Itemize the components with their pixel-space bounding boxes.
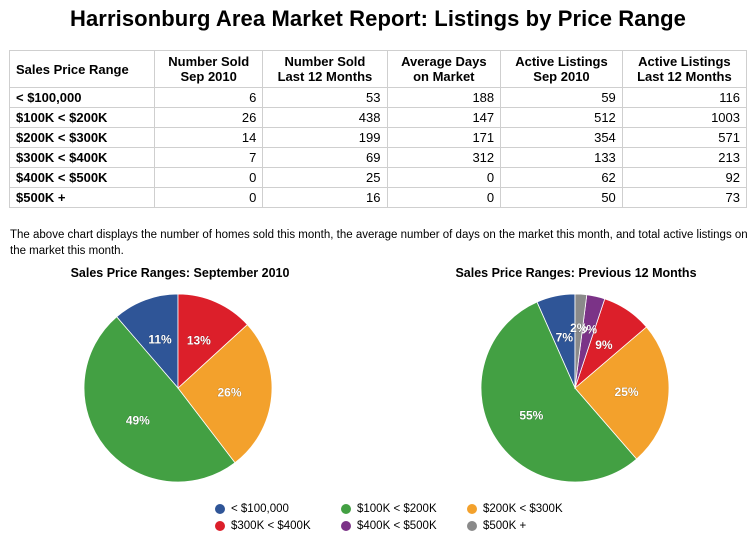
table-cell: 171 xyxy=(386,127,502,148)
table-cell: 199 xyxy=(262,127,388,148)
table-row: $100K < $200K 26 438 147 512 1003 xyxy=(8,107,748,128)
market-table: Sales Price Range Number Sold Sep 2010 Numb… xyxy=(8,50,748,208)
table-header-cell: Sales Price Range xyxy=(8,50,156,88)
pie-slice xyxy=(177,293,248,389)
pie-slice xyxy=(116,293,179,390)
table-row: < $100,000 6 53 188 59 116 xyxy=(8,87,748,108)
table-cell: 26 xyxy=(154,107,264,128)
price-range-cell: $100K < $200K xyxy=(8,107,156,128)
legend-item: $400K < $500K xyxy=(341,520,467,532)
price-range-cell: < $100,000 xyxy=(8,87,156,108)
legend-item: < $100,000 xyxy=(215,503,341,515)
pie-data-label: 25% xyxy=(615,385,639,399)
table-row: $500K +0 16 0 50 73 xyxy=(8,187,748,208)
legend-item: $500K + xyxy=(467,520,593,532)
table-cell: 0 xyxy=(154,167,264,188)
table-cell: 25 xyxy=(262,167,388,188)
table-row: $200K < $300K 14 199 171 354 571 xyxy=(8,127,748,148)
legend-swatch xyxy=(467,520,477,531)
table-header-cell: Number Sold Last 12 Months xyxy=(262,50,388,88)
table-cell: 0 xyxy=(154,187,264,208)
pie-data-label: 7% xyxy=(556,330,574,344)
table-cell: 73 xyxy=(621,187,748,208)
price-range-cell: $300K < $400K xyxy=(8,147,156,168)
legend-swatch xyxy=(341,503,351,514)
pie-slice xyxy=(574,326,670,460)
pie-data-label: 55% xyxy=(519,409,543,423)
legend-label: $500K + xyxy=(483,519,527,532)
table-cell: 0 xyxy=(386,187,502,208)
table-cell: 147 xyxy=(386,107,502,128)
price-range-cell: $500K + xyxy=(8,187,156,208)
table-cell: 312 xyxy=(386,147,502,168)
table-cell: 14 xyxy=(154,127,264,148)
pie-chart-12-months: 7% 55% 25% 9% 3%2% xyxy=(480,293,670,483)
legend-item: $100K < $200K xyxy=(341,503,467,515)
pie-slice xyxy=(83,316,236,483)
table-cell: 213 xyxy=(621,147,748,168)
table-cell: 571 xyxy=(621,127,748,148)
pie-slice xyxy=(177,323,273,464)
table-cell: 116 xyxy=(621,87,748,108)
legend-row: $300K < $400K $400K < $500K $500K + xyxy=(215,517,615,534)
table-row: $400K < $500K 0 25 0 62 92 xyxy=(8,167,748,188)
legend-label: $100K < $200K xyxy=(357,502,437,515)
page-title: Harrisonburg Area Market Report: Listing… xyxy=(69,6,687,31)
pie-data-label: 11% xyxy=(148,333,172,347)
legend-label: < $100,000 xyxy=(231,502,289,515)
legend-item: $300K < $400K xyxy=(215,520,341,532)
legend-item: $200K < $300K xyxy=(467,503,593,515)
chart-title-september: Sales Price Ranges: September 2010 xyxy=(70,266,290,280)
price-range-cell: $400K < $500K xyxy=(8,167,156,188)
table-cell: 188 xyxy=(386,87,502,108)
table-cell: 59 xyxy=(500,87,623,108)
pie-data-label: 3% xyxy=(580,322,598,336)
table-cell: 512 xyxy=(500,107,623,128)
legend-swatch xyxy=(341,520,351,531)
chart-title-12-months: Sales Price Ranges: Previous 12 Months xyxy=(455,266,697,280)
table-header-cell: Average Days on Market xyxy=(386,50,502,88)
table-cell: 92 xyxy=(621,167,748,188)
table-header-row: Sales Price Range Number Sold Sep 2010 Numb… xyxy=(8,50,748,88)
chart-description: The above chart displays the number of h… xyxy=(10,229,748,257)
table-cell: 69 xyxy=(262,147,388,168)
table-header-cell: Number Sold Sep 2010 xyxy=(154,50,264,88)
table-cell: 7 xyxy=(154,147,264,168)
legend-label: $400K < $500K xyxy=(357,519,437,532)
table-cell: 354 xyxy=(500,127,623,148)
table-cell: 16 xyxy=(262,187,388,208)
table-cell: 0 xyxy=(386,167,502,188)
legend-row: < $100,000 $100K < $200K $200K < $300K xyxy=(215,500,615,517)
table-row: $300K < $400K 7 69 312 133 213 xyxy=(8,147,748,168)
pie-data-label: 13% xyxy=(187,334,211,348)
pie-data-label: 49% xyxy=(126,414,150,428)
table-body: < $100,000 6 53 188 59 116 $100K < $200K 26 438 1… xyxy=(8,87,748,208)
table-cell: 133 xyxy=(500,147,623,168)
table-header-cell: Active Listings Last 12 Months xyxy=(621,50,748,88)
price-range-cell: $200K < $300K xyxy=(8,127,156,148)
table-cell: 438 xyxy=(262,107,388,128)
pie-slice xyxy=(574,293,588,389)
table-cell: 1003 xyxy=(621,107,748,128)
legend-swatch xyxy=(215,520,225,531)
legend-label: $300K < $400K xyxy=(231,519,311,532)
pie-data-label: 9% xyxy=(595,338,613,352)
pie-data-label: 26% xyxy=(217,386,241,400)
table-cell: 6 xyxy=(154,87,264,108)
legend-label: $200K < $300K xyxy=(483,502,563,515)
table-cell: 62 xyxy=(500,167,623,188)
table-cell: 53 xyxy=(262,87,388,108)
pie-data-label: 2% xyxy=(570,321,588,335)
pie-chart-september: 11% 49% 26% 13% xyxy=(83,293,273,483)
chart-legend: < $100,000 $100K < $200K $200K < $300K $300… xyxy=(215,500,615,534)
legend-swatch xyxy=(215,503,225,514)
pie-slice xyxy=(480,301,638,483)
table-header-cell: Active Listings Sep 2010 xyxy=(500,50,623,88)
table-cell: 50 xyxy=(500,187,623,208)
legend-swatch xyxy=(467,503,477,514)
